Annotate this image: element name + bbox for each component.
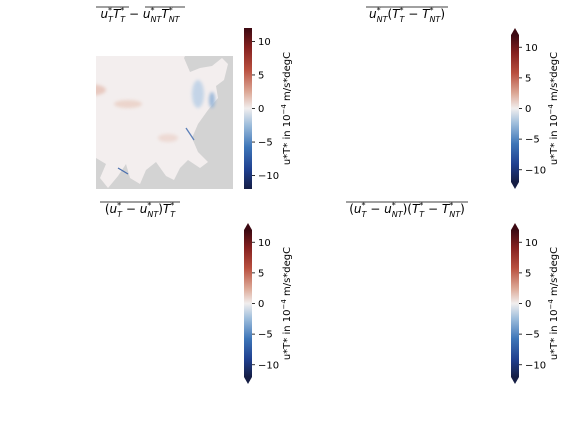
panel-a-title: u* TT* T − u* NTT* NT xyxy=(96,6,185,24)
ocean-field xyxy=(48,28,233,188)
colorbar-1: −10 −5 0 5 10 u*T* in 10−4 m/s*degC xyxy=(244,28,293,189)
colorbar-tick-label: −10 xyxy=(258,360,279,371)
colorbar-tick-label: 10 xyxy=(525,43,538,54)
colorbar-tick-label: −10 xyxy=(258,171,279,182)
colorbar-tick-label: 5 xyxy=(525,73,531,84)
colorbar-tick-label: −10 xyxy=(525,360,546,371)
colorbar-tick-label: −5 xyxy=(525,330,540,341)
colorbar-tick-label: 0 xyxy=(525,104,531,115)
svg-text:u*NT(T*T − T*NT): u* NT(T* T − T* NT) xyxy=(369,6,445,24)
svg-text:(u*T − u*NT)(T*T − T*NT): (u* T − u* NT)(T* T − T* NT) xyxy=(349,201,465,219)
panel-b xyxy=(315,28,500,189)
colorbar-tick-label: −5 xyxy=(525,135,540,146)
colorbar-extend-max xyxy=(244,223,252,230)
colorbar-label: u*T* in 10−4 m/s*degC xyxy=(547,247,560,360)
colorbar-tick-label: 5 xyxy=(258,70,264,81)
panel-d-title: (u* T − u* NT)(T* T − T* NT) xyxy=(346,201,468,219)
panel-b-title: u* NT(T* T − T* NT) xyxy=(366,6,448,24)
colorbar-tick-label: −10 xyxy=(525,165,546,176)
colorbar-tick-label: 0 xyxy=(525,299,531,310)
land-background xyxy=(315,28,500,189)
colorbar-tick-label: 0 xyxy=(258,299,264,310)
colorbar-tick-label: 10 xyxy=(258,37,271,48)
colorbar-label: u*T* in 10−4 m/s*degC xyxy=(280,52,293,165)
colorbar-extend-min xyxy=(244,377,252,384)
colorbar-tick-label: 5 xyxy=(525,268,531,279)
colorbar-4: −10 −5 0 5 10 u*T* in 10−4 m/s*degC xyxy=(511,223,560,384)
colorbar-extend-min xyxy=(511,182,519,189)
panel-a xyxy=(48,28,233,189)
colorbar-gradient xyxy=(511,230,519,377)
ocean-field xyxy=(315,28,500,188)
colorbar-gradient xyxy=(244,230,252,377)
colorbar-tick-label: 0 xyxy=(258,104,264,115)
ocean-field xyxy=(48,223,233,383)
colorbar-tick-label: 10 xyxy=(258,238,271,249)
colorbar-label: u*T* in 10−4 m/s*degC xyxy=(547,52,560,165)
land-background xyxy=(48,223,233,384)
land-background xyxy=(315,223,500,384)
colorbar-tick-label: 10 xyxy=(525,238,538,249)
colorbar-tick-label: −5 xyxy=(258,330,273,341)
panel-d xyxy=(315,223,500,384)
colorbar-tick-label: 5 xyxy=(258,268,264,279)
panel-c xyxy=(48,223,233,384)
colorbar-extend-max xyxy=(511,223,519,230)
colorbar-3: −10 −5 0 5 10 u*T* in 10−4 m/s*degC xyxy=(244,223,293,384)
panel-c-title: (u* T − u* NT)T* T xyxy=(100,201,180,219)
colorbar-label: u*T* in 10−4 m/s*degC xyxy=(280,247,293,360)
svg-text:u*TT*T − u*NTT*NT: u* TT* T − u* NTT* NT xyxy=(100,6,180,24)
ocean-field xyxy=(315,223,500,383)
colorbar-2: −10 −5 0 5 10 u*T* in 10−4 m/s*degC xyxy=(511,28,560,189)
colorbar-extend-max xyxy=(511,28,519,35)
colorbar-gradient xyxy=(244,28,252,189)
colorbar-gradient xyxy=(511,35,519,182)
svg-text:(u*T − u*NT)T*T: (u* T − u* NT)T* T xyxy=(105,201,176,219)
colorbar-tick-label: −5 xyxy=(258,138,273,149)
colorbar-extend-min xyxy=(511,377,519,384)
